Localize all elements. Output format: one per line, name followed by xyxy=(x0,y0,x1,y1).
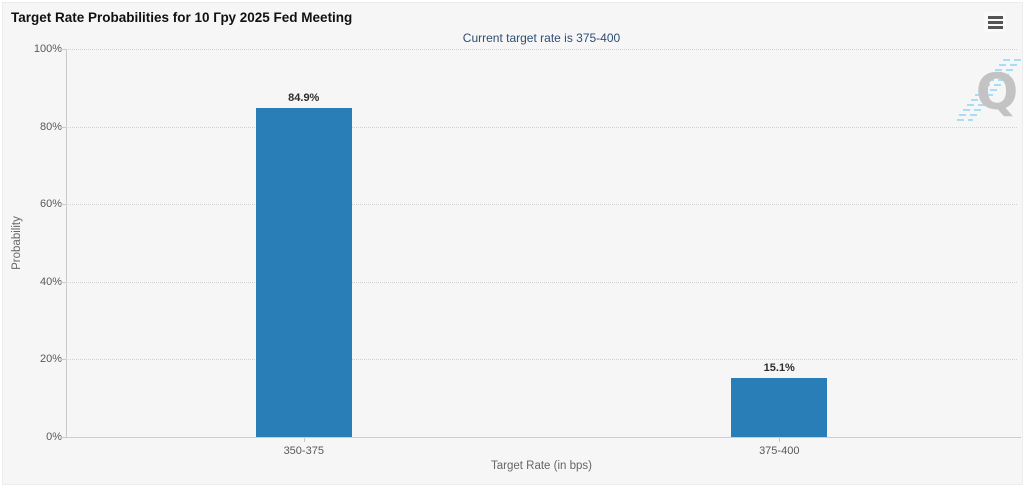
y-tick-label: 40% xyxy=(39,275,62,288)
x-category-label: 350-375 xyxy=(283,445,324,457)
bar-value-label: 84.9% xyxy=(288,91,320,104)
y-tick-mark xyxy=(61,49,66,50)
probability-bar-350-375[interactable] xyxy=(255,107,352,437)
hamburger-icon xyxy=(987,20,1003,24)
gridline-80% xyxy=(66,126,1017,128)
gridline-60% xyxy=(66,204,1017,206)
hamburger-icon xyxy=(987,25,1003,29)
gridline-0% xyxy=(66,437,1017,438)
watermark-q-letter: Q xyxy=(976,63,1019,121)
y-tick-label: 0% xyxy=(46,431,62,443)
y-tick-mark xyxy=(61,126,66,128)
hamburger-icon xyxy=(987,15,1003,19)
y-axis-line xyxy=(66,49,67,438)
y-tick-label: 60% xyxy=(39,198,62,211)
x-tick-mark xyxy=(303,437,305,442)
y-tick-mark xyxy=(61,437,66,438)
y-tick-mark xyxy=(61,359,66,361)
x-category-label: 375-400 xyxy=(759,445,800,457)
y-tick-mark xyxy=(61,204,66,206)
y-axis-title: Probability xyxy=(11,216,23,270)
gridline-20% xyxy=(66,359,1017,361)
plot-area: 0% 20% 40% 60% 80% 100% 84.9% 350-375 15.1% 375-4… xyxy=(34,43,1017,457)
chart-title: Target Rate Probabilities for 10 Гру 202… xyxy=(11,10,353,25)
gridline-100% xyxy=(66,49,1017,50)
x-axis-title: Target Rate (in bps) xyxy=(491,460,592,472)
quikstrike-logo-watermark: Q xyxy=(957,59,1021,121)
chart-subtitle: Current target rate is 375-400 xyxy=(462,31,621,45)
bar-value-label: 15.1% xyxy=(763,362,795,375)
x-tick-mark xyxy=(779,437,781,442)
y-tick-label: 100% xyxy=(33,43,62,55)
probability-bar-375-400[interactable] xyxy=(731,378,828,437)
y-tick-mark xyxy=(61,281,66,283)
chart-context-menu-button[interactable] xyxy=(984,12,1006,32)
y-tick-label: 20% xyxy=(39,353,62,366)
gridline-40% xyxy=(66,281,1017,283)
y-tick-label: 80% xyxy=(39,120,62,133)
